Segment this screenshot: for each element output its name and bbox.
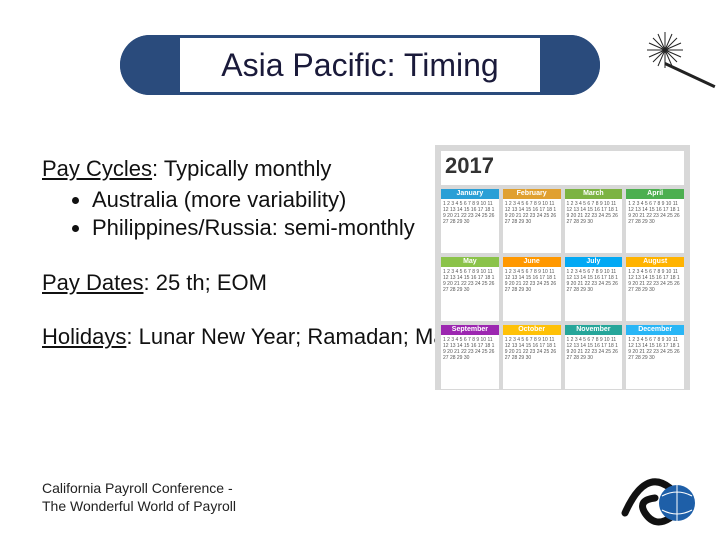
pill-cap-left xyxy=(120,35,180,95)
section-rest: : 25 th; EOM xyxy=(144,270,268,295)
calendar-month: May1 2 3 4 5 6 7 8 9 10 11 12 13 14 15 1… xyxy=(441,257,499,321)
footer-line-2: The Wonderful World of Payroll xyxy=(42,497,236,515)
month-days: 1 2 3 4 5 6 7 8 9 10 11 12 13 14 15 16 1… xyxy=(503,335,561,389)
month-days: 1 2 3 4 5 6 7 8 9 10 11 12 13 14 15 16 1… xyxy=(565,267,623,321)
logo-icon xyxy=(615,458,700,528)
calendar-month: February1 2 3 4 5 6 7 8 9 10 11 12 13 14… xyxy=(503,189,561,253)
month-header: January xyxy=(441,189,499,199)
month-header: November xyxy=(565,325,623,335)
month-header: October xyxy=(503,325,561,335)
month-days: 1 2 3 4 5 6 7 8 9 10 11 12 13 14 15 16 1… xyxy=(565,199,623,253)
calendar-month: June1 2 3 4 5 6 7 8 9 10 11 12 13 14 15 … xyxy=(503,257,561,321)
month-days: 1 2 3 4 5 6 7 8 9 10 11 12 13 14 15 16 1… xyxy=(441,267,499,321)
calendar-month: April1 2 3 4 5 6 7 8 9 10 11 12 13 14 15… xyxy=(626,189,684,253)
month-header: April xyxy=(626,189,684,199)
month-days: 1 2 3 4 5 6 7 8 9 10 11 12 13 14 15 16 1… xyxy=(626,267,684,321)
calendar-month: December1 2 3 4 5 6 7 8 9 10 11 12 13 14… xyxy=(626,325,684,389)
month-header: February xyxy=(503,189,561,199)
footer: California Payroll Conference - The Wond… xyxy=(42,479,236,515)
calendar-graphic: 2017 January1 2 3 4 5 6 7 8 9 10 11 12 1… xyxy=(435,145,690,390)
calendar-month: August1 2 3 4 5 6 7 8 9 10 11 12 13 14 1… xyxy=(626,257,684,321)
calendar-month: July1 2 3 4 5 6 7 8 9 10 11 12 13 14 15 … xyxy=(565,257,623,321)
slide-title: Asia Pacific: Timing xyxy=(221,47,498,84)
calendar-month: October1 2 3 4 5 6 7 8 9 10 11 12 13 14 … xyxy=(503,325,561,389)
month-header: September xyxy=(441,325,499,335)
calendar-month: March1 2 3 4 5 6 7 8 9 10 11 12 13 14 15… xyxy=(565,189,623,253)
month-days: 1 2 3 4 5 6 7 8 9 10 11 12 13 14 15 16 1… xyxy=(565,335,623,389)
pill-cap-right xyxy=(540,35,600,95)
title-pill: Asia Pacific: Timing xyxy=(120,35,600,95)
calendar-month: January1 2 3 4 5 6 7 8 9 10 11 12 13 14 … xyxy=(441,189,499,253)
month-header: June xyxy=(503,257,561,267)
section-rest: : Typically monthly xyxy=(152,156,331,181)
month-days: 1 2 3 4 5 6 7 8 9 10 11 12 13 14 15 16 1… xyxy=(503,267,561,321)
calendar-grid: January1 2 3 4 5 6 7 8 9 10 11 12 13 14 … xyxy=(441,189,684,389)
month-days: 1 2 3 4 5 6 7 8 9 10 11 12 13 14 15 16 1… xyxy=(626,199,684,253)
section-heading: Holidays xyxy=(42,324,126,349)
section-heading: Pay Dates xyxy=(42,270,144,295)
footer-line-1: California Payroll Conference - xyxy=(42,479,236,497)
calendar-month: November1 2 3 4 5 6 7 8 9 10 11 12 13 14… xyxy=(565,325,623,389)
month-days: 1 2 3 4 5 6 7 8 9 10 11 12 13 14 15 16 1… xyxy=(441,335,499,389)
section-heading: Pay Cycles xyxy=(42,156,152,181)
month-days: 1 2 3 4 5 6 7 8 9 10 11 12 13 14 15 16 1… xyxy=(503,199,561,253)
calendar-month: September1 2 3 4 5 6 7 8 9 10 11 12 13 1… xyxy=(441,325,499,389)
month-header: May xyxy=(441,257,499,267)
month-header: December xyxy=(626,325,684,335)
month-days: 1 2 3 4 5 6 7 8 9 10 11 12 13 14 15 16 1… xyxy=(441,199,499,253)
month-header: August xyxy=(626,257,684,267)
month-days: 1 2 3 4 5 6 7 8 9 10 11 12 13 14 15 16 1… xyxy=(626,335,684,389)
sparkler-icon xyxy=(615,20,705,110)
calendar-year: 2017 xyxy=(441,151,684,185)
month-header: July xyxy=(565,257,623,267)
month-header: March xyxy=(565,189,623,199)
